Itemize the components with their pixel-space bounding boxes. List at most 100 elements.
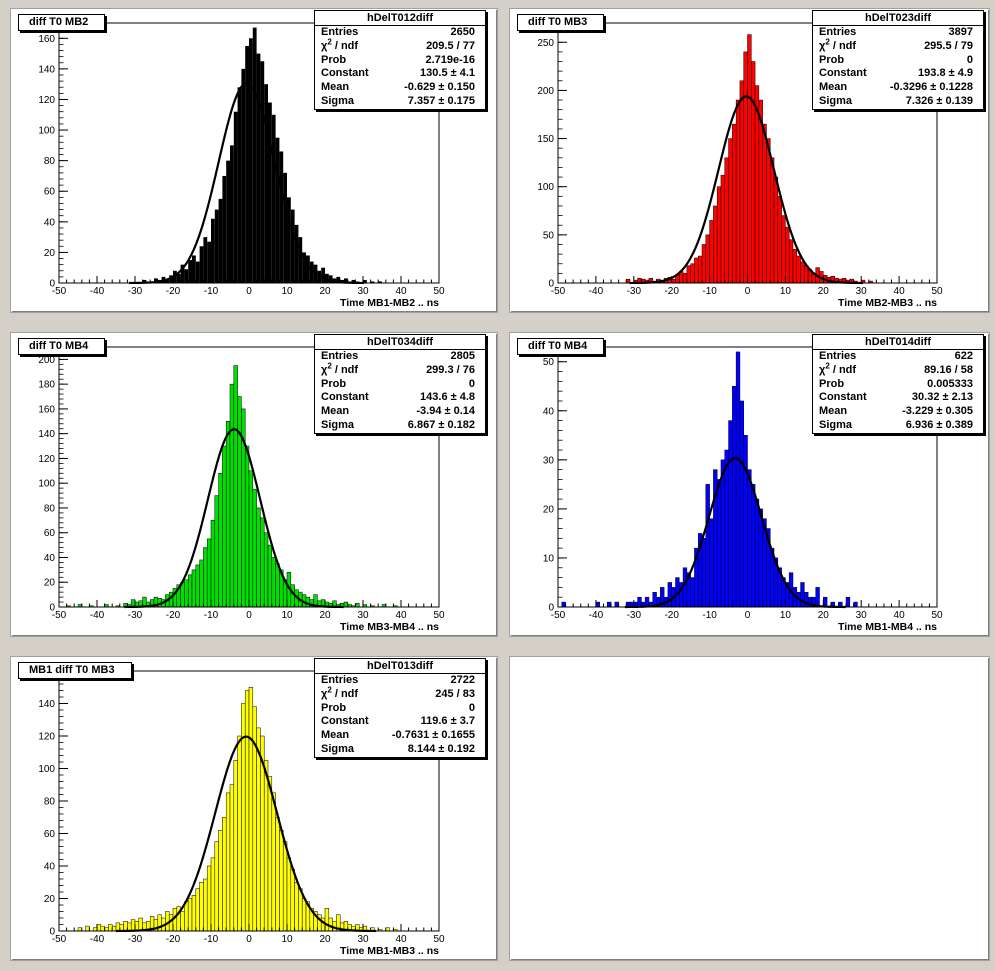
stats-label: Prob <box>321 53 347 66</box>
histogram-bar <box>108 924 113 932</box>
histogram-bar <box>199 559 204 608</box>
y-tick-label: 40 <box>543 406 555 417</box>
histogram-pad: -50 -40 -30 -20 -10 0 10 20 30 40 50 0 20 40 60 80 100 12… <box>10 8 498 313</box>
histogram-bar <box>671 278 676 284</box>
histogram-bar <box>214 495 219 608</box>
histogram-bar <box>853 601 858 608</box>
stats-row: Prob 0 <box>813 54 983 68</box>
histogram-bar <box>328 275 333 283</box>
y-tick-label: 100 <box>38 126 55 137</box>
histogram-bar <box>256 507 261 608</box>
y-tick-label: 120 <box>38 95 55 106</box>
histogram-bar <box>218 473 223 608</box>
histogram-plot: -50 -40 -30 -20 -10 0 10 20 30 40 50 0 20 40 60 80 100 12… <box>38 670 445 957</box>
x-tick-label: 10 <box>780 610 792 621</box>
histogram-name: hDelT013diff <box>315 659 485 674</box>
histogram-bar <box>237 87 242 284</box>
histogram-bar <box>595 601 600 608</box>
x-tick-label: -50 <box>52 610 67 621</box>
stats-row: Sigma 6.936 ± 0.389 <box>813 419 983 433</box>
histogram-bar <box>218 830 223 932</box>
histogram-bar <box>743 51 748 284</box>
x-tick-label: -40 <box>90 934 105 945</box>
stats-value: 2805 <box>450 350 475 362</box>
stats-value: 130.5 ± 4.1 <box>420 67 475 80</box>
y-tick-label: 140 <box>38 64 55 75</box>
stats-label: Sigma <box>321 418 355 431</box>
x-tick-label: 50 <box>433 934 445 945</box>
x-tick-label: -40 <box>589 286 604 297</box>
stats-row: χ2 / ndf 295.5 / 79 <box>813 38 983 54</box>
histogram-bar <box>321 267 325 283</box>
stats-label: χ2 / ndf <box>819 361 857 376</box>
y-tick-label: 50 <box>543 230 555 241</box>
y-tick-label: 0 <box>49 279 55 290</box>
stats-label: Constant <box>321 715 369 728</box>
y-tick-label: 160 <box>38 404 55 415</box>
stats-label: Entries <box>819 26 857 38</box>
stats-row: χ2 / ndf 245 / 83 <box>315 686 485 702</box>
histogram-bar <box>773 176 779 284</box>
stats-row: Mean -0.7631 ± 0.1655 <box>315 729 485 743</box>
x-tick-label: 20 <box>319 934 331 945</box>
pad-title: diff T0 MB3 <box>517 14 605 31</box>
histogram-bar <box>769 157 775 284</box>
y-tick-label: 100 <box>38 764 55 775</box>
y-tick-label: 0 <box>49 927 55 938</box>
stats-value: 0.005333 <box>927 377 973 390</box>
histogram-bar <box>694 257 699 284</box>
histogram-bar <box>225 792 231 932</box>
x-tick-label: 30 <box>856 286 868 297</box>
y-tick-label: 120 <box>38 732 55 743</box>
histogram-bar <box>328 917 333 932</box>
x-axis-label: Time MB1-MB4 .. ns <box>838 621 937 633</box>
histogram-bar <box>716 479 722 608</box>
x-tick-label: 10 <box>281 286 293 297</box>
histogram-pad: -50 -40 -30 -20 -10 0 10 20 30 40 50 0 10 20 30 40 50 Tim… <box>509 332 990 637</box>
gaussian-fit-curve <box>624 457 846 609</box>
histogram-bar <box>154 278 158 283</box>
histogram-pad: -50 -40 -30 -20 -10 0 10 20 30 40 50 0 20 40 60 80 100 12… <box>10 656 498 961</box>
x-tick-label: 40 <box>894 286 906 297</box>
histogram-bar <box>800 582 805 608</box>
stats-value: 2650 <box>450 26 475 38</box>
histogram-bar <box>218 198 223 283</box>
stats-row: Mean -0.629 ± 0.150 <box>315 81 485 95</box>
stats-label: Prob <box>819 53 845 66</box>
stats-value: 0 <box>468 701 475 714</box>
histogram-bar <box>245 45 249 283</box>
histogram-bar <box>233 760 238 932</box>
stats-label: Constant <box>819 391 867 404</box>
histogram-bar <box>309 261 314 283</box>
stats-label: Entries <box>321 350 359 362</box>
stats-label: Prob <box>321 701 347 714</box>
y-tick-label: 20 <box>44 578 56 589</box>
histogram-bar <box>378 281 382 283</box>
x-tick-label: 20 <box>319 610 331 621</box>
stats-row: Constant 130.5 ± 4.1 <box>315 67 485 81</box>
stats-label: Mean <box>321 729 350 742</box>
histogram-bar <box>176 273 181 283</box>
histogram-bar <box>781 215 786 284</box>
empty-pad <box>509 656 990 961</box>
histogram-pad: -50 -40 -30 -20 -10 0 10 20 30 40 50 0 50 100 150 200 25… <box>509 8 990 313</box>
stats-value: -3.229 ± 0.305 <box>902 405 973 418</box>
histogram-bar <box>739 80 744 284</box>
histogram-bar <box>286 857 292 932</box>
stats-row: Sigma 7.326 ± 0.139 <box>813 95 983 109</box>
histogram-bar <box>138 917 143 932</box>
histogram-bar <box>788 239 794 284</box>
stats-value: 30.32 ± 2.13 <box>911 391 973 404</box>
stats-value: 7.326 ± 0.139 <box>905 94 973 107</box>
x-tick-label: -40 <box>90 286 105 297</box>
y-tick-label: 0 <box>49 603 55 614</box>
x-tick-label: -50 <box>551 610 566 621</box>
histogram-bar <box>199 246 204 283</box>
x-tick-label: -40 <box>90 610 105 621</box>
histogram-bar <box>344 278 348 283</box>
y-tick-label: 40 <box>44 553 56 564</box>
stats-row: Prob 0.005333 <box>813 378 983 392</box>
x-axis-label: Time MB3-MB4 .. ns <box>340 621 439 633</box>
histogram-bar <box>199 882 204 932</box>
pad-title: diff T0 MB2 <box>18 14 106 31</box>
